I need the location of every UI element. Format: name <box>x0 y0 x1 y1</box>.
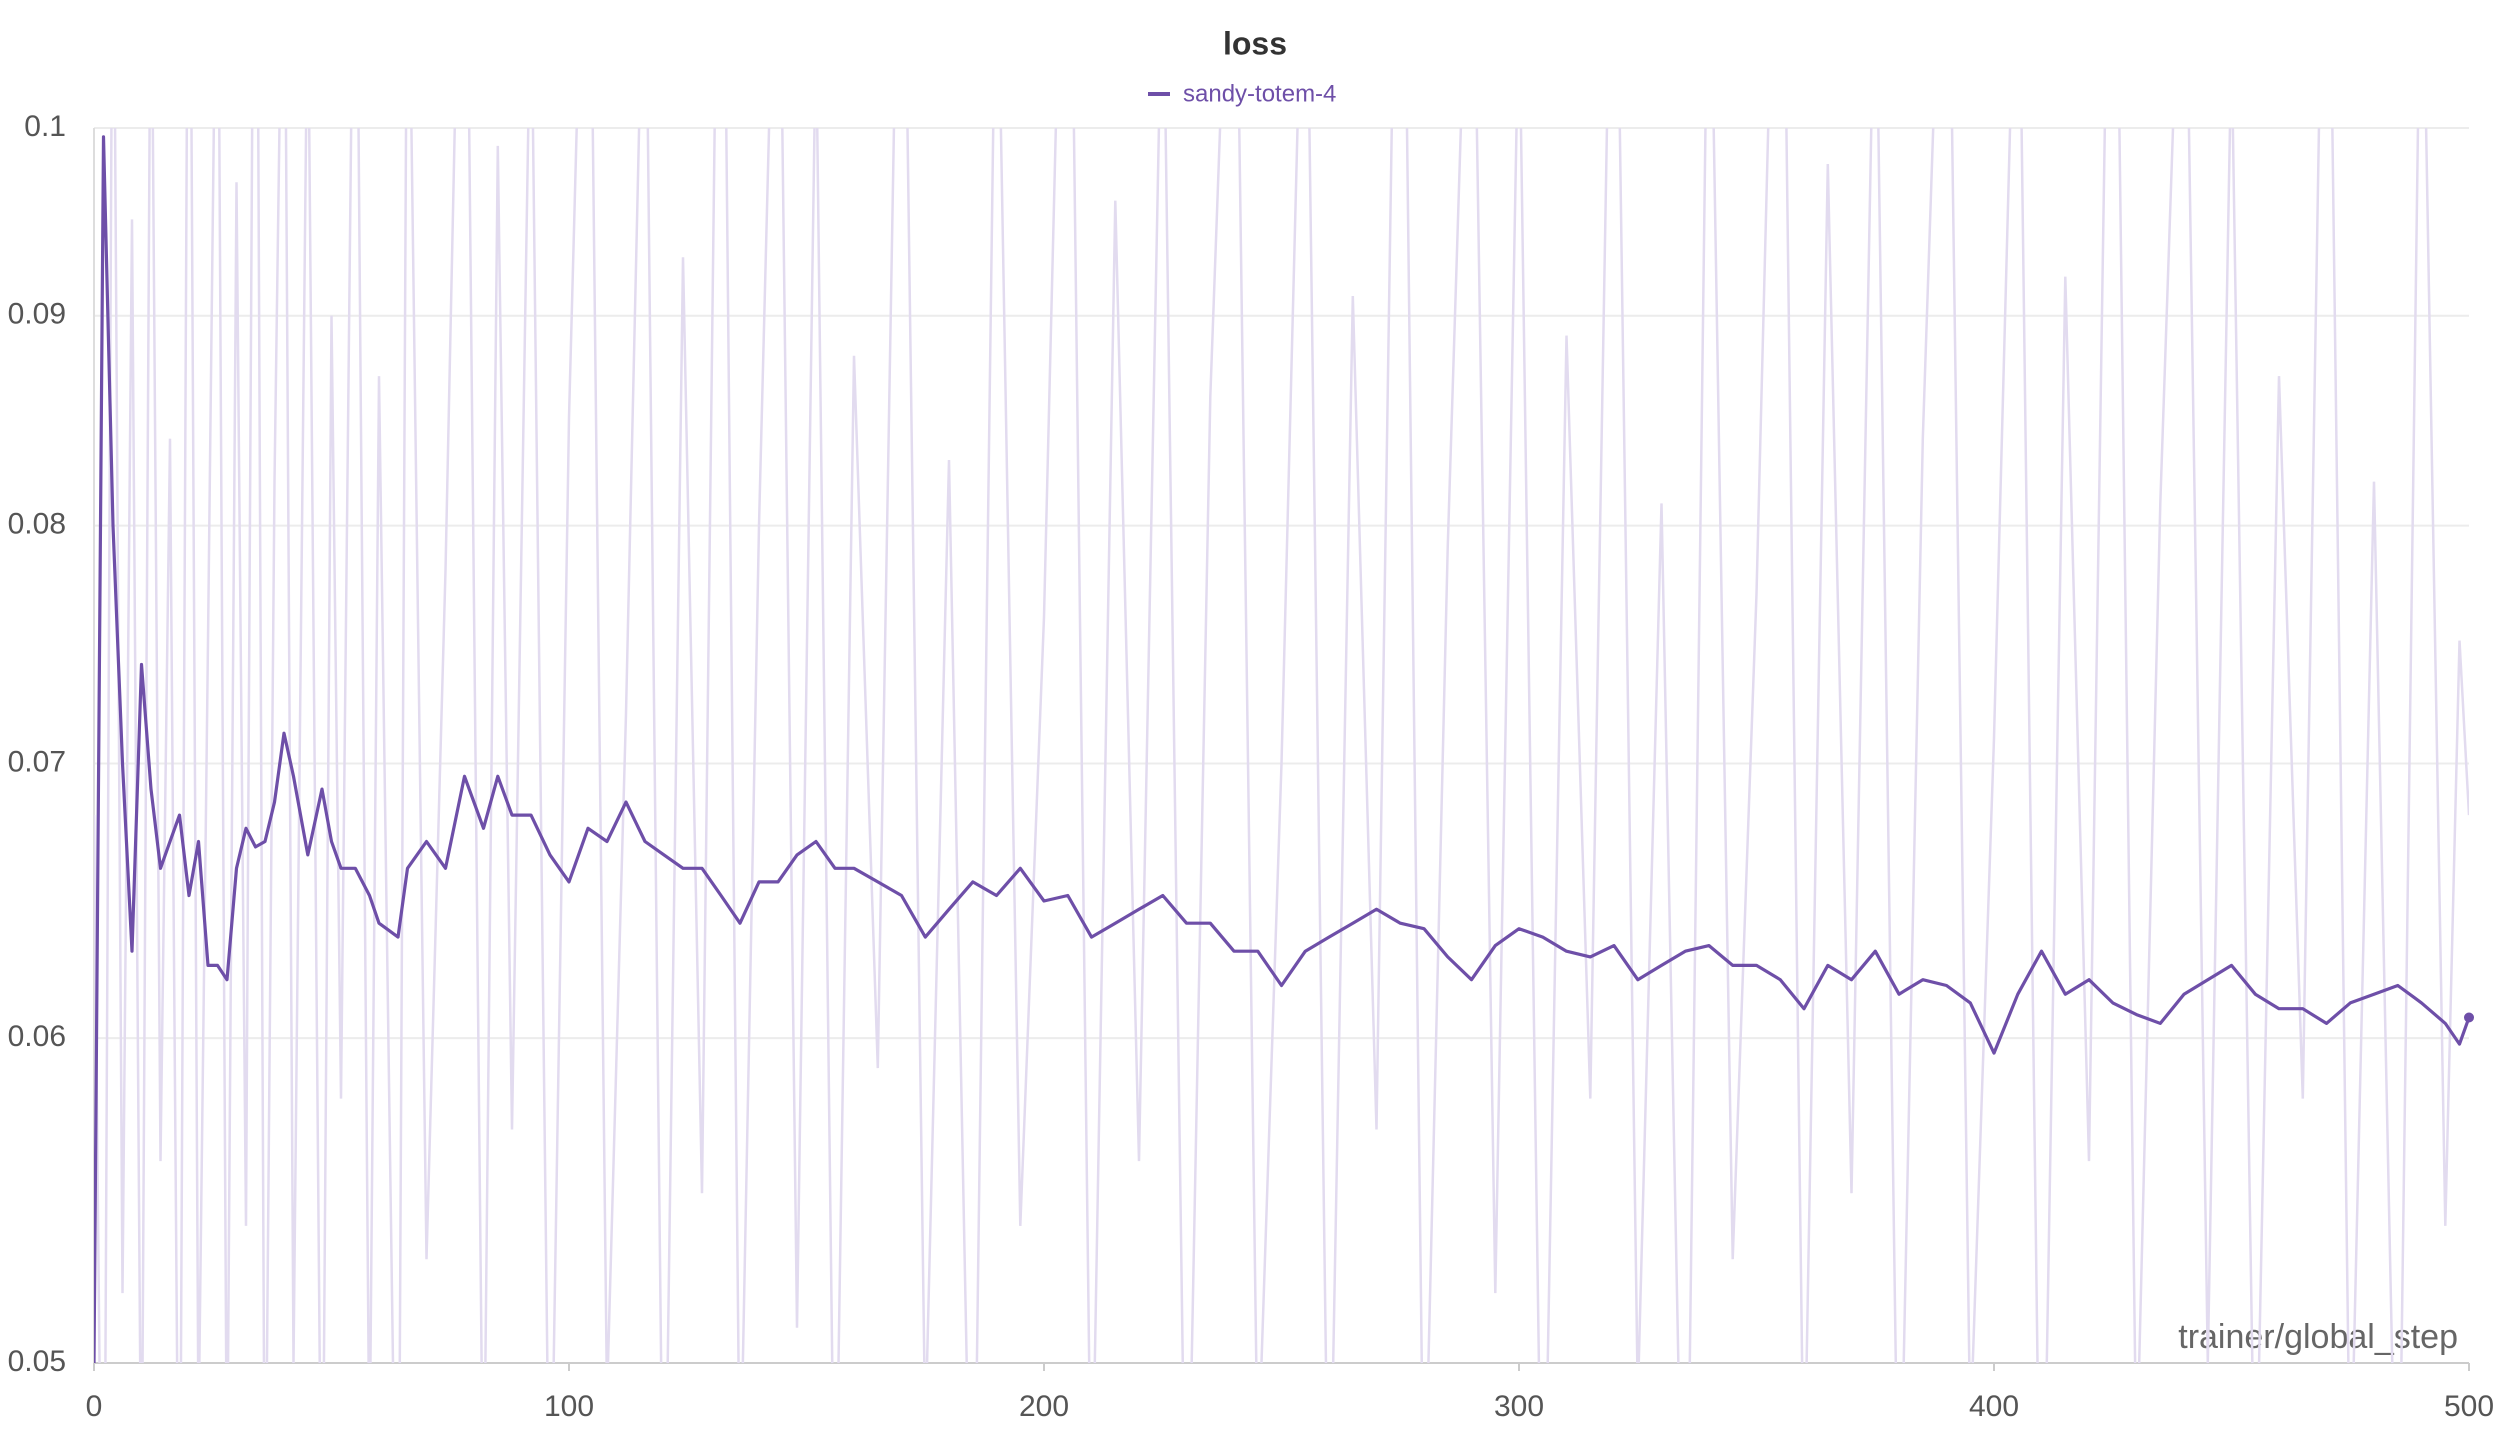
legend-label: sandy-totem-4 <box>1183 80 1336 107</box>
x-tick-label: 0 <box>86 1390 103 1423</box>
x-tick-label: 300 <box>1494 1390 1544 1423</box>
x-tick-label: 200 <box>1019 1390 1069 1423</box>
chart-title: loss <box>1223 25 1287 61</box>
x-axis-title: trainer/global_step <box>2178 1318 2458 1356</box>
smoothed-line <box>94 135 2469 1363</box>
y-tick-label: 0.09 <box>8 298 66 331</box>
y-tick-label: 0.06 <box>8 1020 66 1053</box>
x-tick-label: 400 <box>1969 1390 2019 1423</box>
y-tick-label: 0.08 <box>8 508 66 541</box>
end-point <box>2464 1012 2474 1023</box>
y-tick-label: 0.05 <box>8 1345 66 1378</box>
y-tick-label: 0.07 <box>8 745 66 778</box>
y-tick-label: 0.1 <box>24 110 66 143</box>
plot-area <box>94 128 2469 1363</box>
raw-line <box>94 128 2469 1363</box>
x-tick-label: 100 <box>544 1390 594 1423</box>
x-tick-label: 500 <box>2444 1390 2494 1423</box>
